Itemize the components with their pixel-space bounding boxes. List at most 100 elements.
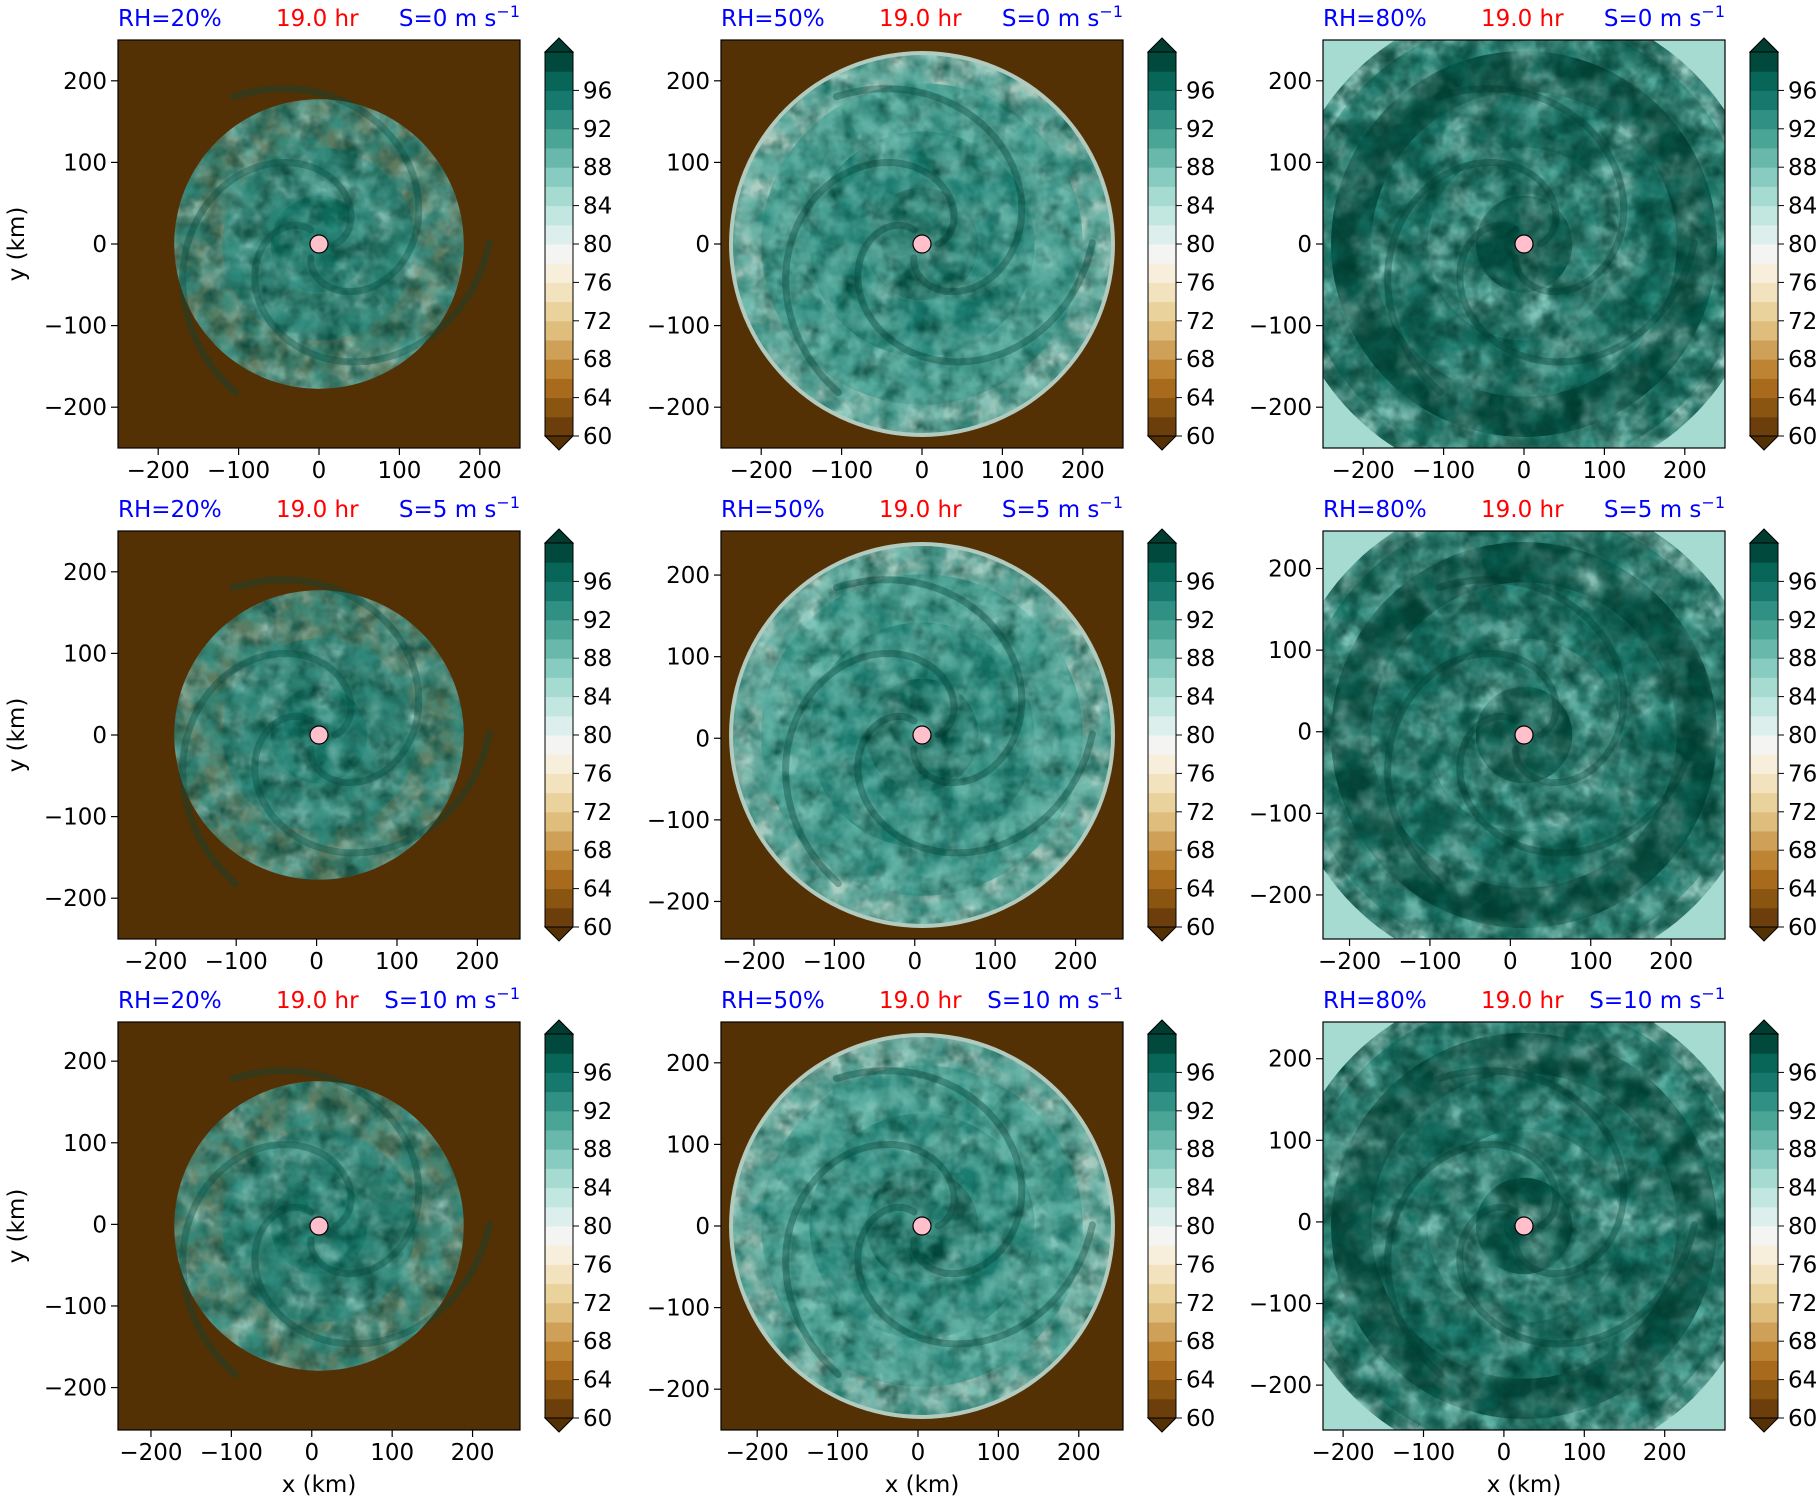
x-axis-label: x (km) bbox=[282, 1472, 357, 1498]
colorbar-tick-label: 84 bbox=[1186, 1176, 1215, 1202]
colorbar-segment bbox=[1750, 1034, 1778, 1054]
time-label: 19.0 hr bbox=[276, 497, 359, 523]
plot-area bbox=[118, 1022, 520, 1430]
spiral-band bbox=[229, 576, 423, 787]
colorbar-segment bbox=[1148, 90, 1176, 111]
colorbar-tick-label: 64 bbox=[583, 386, 612, 412]
colorbar-segment bbox=[545, 1130, 573, 1150]
colorbar-segment bbox=[1750, 619, 1778, 640]
x-tick-label: −200 bbox=[119, 1440, 182, 1466]
colorbar-segment bbox=[545, 735, 573, 755]
colorbar-segment bbox=[1148, 735, 1176, 755]
y-tick-label: 200 bbox=[63, 69, 107, 95]
colorbar-segment bbox=[1148, 888, 1176, 909]
colorbar-extend-low bbox=[1748, 435, 1780, 451]
colorbar-segment bbox=[1148, 128, 1176, 149]
colorbar-tick-label: 96 bbox=[1186, 1060, 1215, 1086]
y-tick-label: 200 bbox=[1268, 1047, 1312, 1073]
colorbar-segment bbox=[545, 696, 573, 717]
colorbar-segment bbox=[1750, 1206, 1778, 1227]
x-tick-label: 200 bbox=[1054, 949, 1098, 975]
colorbar-segment bbox=[1750, 907, 1778, 928]
colorbar-tick-label: 60 bbox=[1186, 1406, 1215, 1432]
x-tick-label: −200 bbox=[726, 1440, 789, 1466]
colorbar-segment bbox=[545, 1379, 573, 1400]
panel: −200 −100 0 100 200 −200 −100 0 100 200 x (km) RH=8… bbox=[1249, 984, 1817, 1498]
spiral-band bbox=[251, 712, 493, 857]
colorbar-segment bbox=[1148, 1283, 1176, 1304]
colorbar-segment bbox=[1148, 658, 1176, 678]
colorbar-tick-label: 68 bbox=[1788, 1329, 1817, 1355]
y-tick-label: −100 bbox=[647, 1296, 710, 1322]
colorbar-tick-label: 72 bbox=[1788, 800, 1817, 826]
colorbar-segment bbox=[1750, 831, 1778, 851]
y-tick-label: −100 bbox=[44, 314, 107, 340]
colorbar-segment bbox=[545, 244, 573, 264]
colorbar-segment bbox=[545, 1149, 573, 1169]
colorbar-segment bbox=[1148, 543, 1176, 563]
colorbar-tick-label: 96 bbox=[1186, 569, 1215, 595]
colorbar-extend-high bbox=[543, 528, 575, 544]
y-tick-label: −100 bbox=[647, 314, 710, 340]
colorbar-extend-high bbox=[1146, 1019, 1178, 1035]
colorbar-tick-label: 88 bbox=[1186, 155, 1215, 181]
plot-frame bbox=[720, 530, 1124, 940]
colorbar-segment bbox=[1750, 109, 1778, 130]
colorbar-segment bbox=[545, 658, 573, 678]
colorbar-segment bbox=[1750, 1379, 1778, 1400]
colorbar-tick-label: 92 bbox=[1186, 117, 1215, 143]
colorbar-segment bbox=[1148, 1034, 1176, 1054]
time-label: 19.0 hr bbox=[276, 6, 359, 32]
colorbar-segment bbox=[1148, 1072, 1176, 1093]
colorbar-tick-label: 68 bbox=[583, 347, 612, 373]
colorbar-segment bbox=[545, 639, 573, 659]
y-tick-label: −200 bbox=[647, 889, 710, 915]
y-tick-label: −200 bbox=[44, 886, 107, 912]
colorbar-segment bbox=[1148, 1245, 1176, 1265]
colorbar-segment bbox=[1148, 1091, 1176, 1112]
colorbar-segment bbox=[1750, 1226, 1778, 1246]
colorbar-segment bbox=[1750, 869, 1778, 890]
shear-label: S=0 m s−1 bbox=[399, 2, 520, 32]
x-tick-label: 200 bbox=[1649, 949, 1693, 975]
shear-value: S=0 m s bbox=[1002, 6, 1100, 32]
spiral-band bbox=[832, 85, 1026, 296]
colorbar-tick-label: 72 bbox=[1186, 800, 1215, 826]
colorbar: 60 64 68 72 76 80 84 88 92 96 bbox=[1146, 37, 1215, 451]
center-marker bbox=[912, 725, 932, 745]
spiral-band bbox=[179, 1140, 355, 1379]
colorbar-tick-label: 64 bbox=[1186, 877, 1215, 903]
x-tick-label: −200 bbox=[124, 949, 187, 975]
colorbar-tick-label: 76 bbox=[1186, 761, 1215, 787]
colorbar-tick-label: 64 bbox=[1186, 1368, 1215, 1394]
colorbar-tick-label: 68 bbox=[1186, 347, 1215, 373]
colorbar-extend-high bbox=[1146, 528, 1178, 544]
colorbar-extend-low bbox=[543, 926, 575, 942]
colorbar-tick-label: 76 bbox=[1788, 761, 1817, 787]
shear-value: S=10 m s bbox=[1589, 988, 1701, 1014]
colorbar-segment bbox=[1750, 1322, 1778, 1342]
colorbar-segment bbox=[1148, 1398, 1176, 1419]
spiral-band bbox=[179, 649, 355, 888]
colorbar-segment bbox=[545, 831, 573, 851]
colorbar-segment bbox=[545, 167, 573, 187]
colorbar-segment bbox=[545, 1053, 573, 1073]
colorbar-tick-label: 76 bbox=[1788, 270, 1817, 296]
colorbar-tick-label: 68 bbox=[1186, 838, 1215, 864]
x-tick-label: 200 bbox=[451, 1440, 495, 1466]
spiral-band bbox=[1434, 1067, 1628, 1278]
colorbar-segment bbox=[1148, 1206, 1176, 1227]
x-tick-label: −200 bbox=[722, 949, 785, 975]
colorbar-segment bbox=[1148, 186, 1176, 207]
colorbar-segment bbox=[1148, 320, 1176, 341]
shear-label: S=5 m s−1 bbox=[1604, 493, 1725, 523]
spiral-band bbox=[854, 712, 1096, 857]
x-tick-label: −100 bbox=[1412, 458, 1475, 484]
colorbar-segment bbox=[1750, 244, 1778, 264]
colorbar-segment bbox=[1148, 1341, 1176, 1361]
colorbar-segment bbox=[545, 773, 573, 794]
colorbar-segment bbox=[545, 128, 573, 149]
rh-label: RH=80% bbox=[1323, 6, 1427, 32]
colorbar-tick-label: 64 bbox=[1788, 386, 1817, 412]
colorbar-tick-label: 92 bbox=[583, 608, 612, 634]
